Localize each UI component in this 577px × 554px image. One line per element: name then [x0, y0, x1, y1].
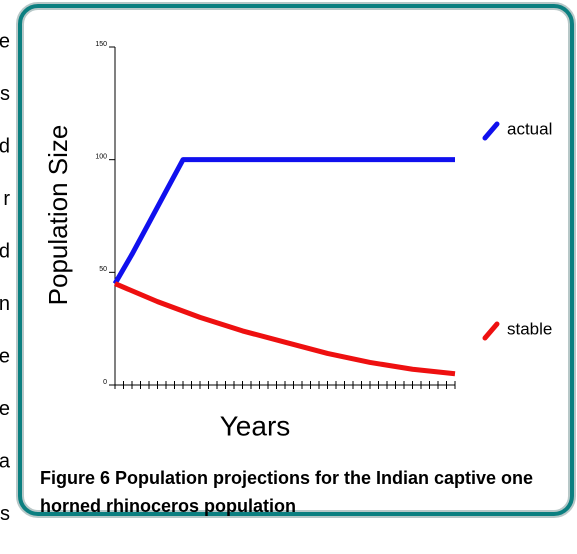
page-text: e: [0, 398, 10, 420]
page-text: s: [0, 503, 10, 525]
page-text: s: [0, 83, 10, 105]
page-text: d: [0, 240, 10, 262]
y-tick-label: 50: [99, 266, 107, 273]
y-tick-label: 100: [95, 154, 107, 161]
y-axis-label: Population Size: [43, 125, 73, 306]
legend-label: stable: [507, 319, 552, 338]
page-text: n: [0, 293, 10, 315]
frame-shadow: [16, 2, 576, 518]
page-text: d: [0, 135, 10, 157]
legend-label: actual: [507, 119, 552, 138]
page-text: e: [0, 30, 10, 52]
legend-swatch: [482, 321, 500, 341]
line: [112, 157, 455, 285]
y-tick-label: 0: [103, 379, 107, 386]
y-tick-label: 150: [95, 41, 107, 48]
legend-swatch: [482, 121, 500, 141]
frame: [18, 4, 574, 516]
page-text: e: [0, 345, 10, 367]
x-axis-label: Years: [220, 410, 291, 441]
caption: Figure 6 Population projections for the …: [40, 468, 534, 516]
page-text: r: [3, 188, 10, 210]
page-text: a: [0, 450, 11, 472]
line: [114, 281, 456, 377]
